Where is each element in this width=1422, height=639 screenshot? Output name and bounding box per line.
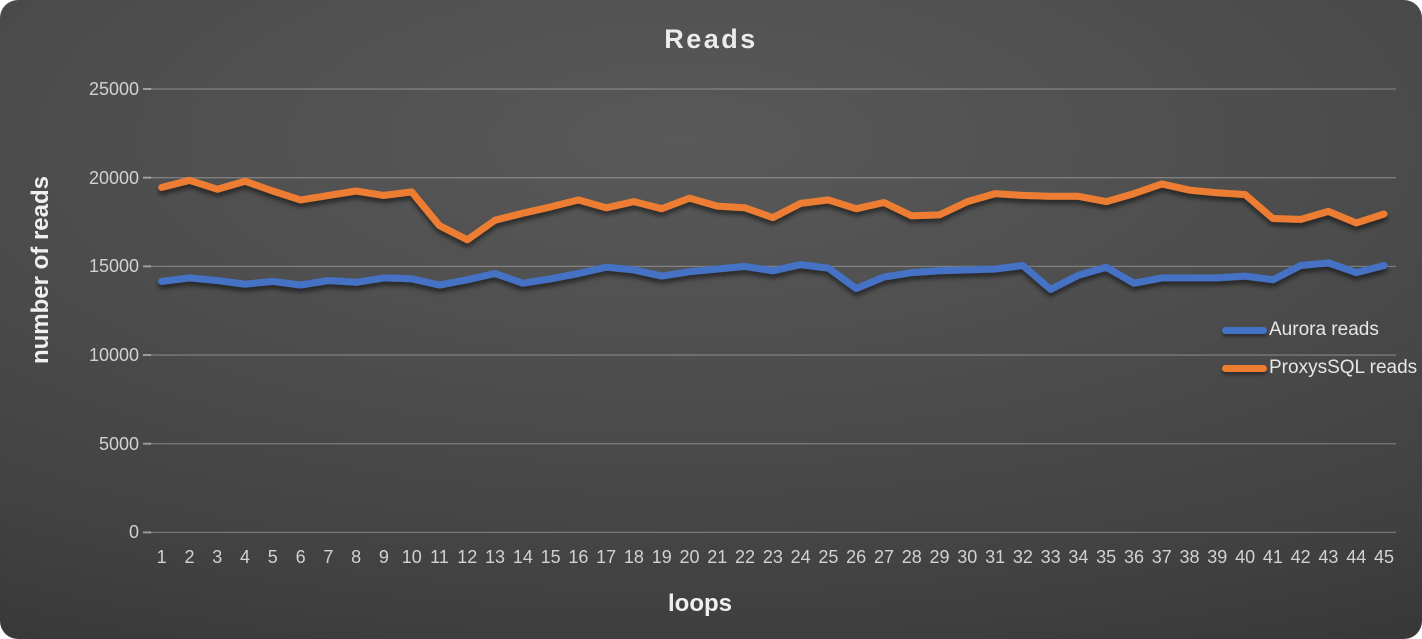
x-tick-label: 13 [485,547,506,567]
x-tick-label: 38 [1179,547,1200,567]
y-tick-label: 0 [128,522,139,543]
x-tick-label: 3 [212,547,223,567]
y-tick-label: 15000 [88,256,139,277]
proxysql-line-swatch-icon [1222,364,1267,372]
aurora-line-swatch-icon [1222,326,1267,334]
x-tick-label: 19 [651,547,672,567]
aurora-series-line [158,259,1388,293]
x-tick-label: 20 [679,547,700,567]
x-tick-label: 44 [1346,547,1367,567]
x-tick-label: 16 [568,547,589,567]
x-tick-label: 43 [1318,547,1339,567]
x-tick-label: 34 [1068,547,1089,567]
x-tick-label: 11 [430,547,449,567]
x-tick-label: 10 [401,547,422,567]
x-tick-label: 8 [351,547,362,567]
x-tick-label: 12 [457,547,478,567]
x-tick-label: 2 [184,547,195,567]
x-tick-label: 37 [1151,547,1172,567]
series-lines [158,176,1388,293]
x-tick-label: 42 [1290,547,1311,567]
y-tick-label: 20000 [88,167,139,188]
x-tick-label: 1 [156,547,167,567]
y-tick-label: 5000 [98,433,139,454]
x-axis-title: loops [668,590,732,617]
y-tick-label: 25000 [88,79,139,99]
x-tick-label: 24 [790,547,811,567]
x-tick-label: 26 [846,547,867,567]
x-tick-label: 5 [267,547,278,567]
x-tick-label: 39 [1207,547,1228,567]
x-tick-label: 9 [378,547,389,567]
x-tick-label: 30 [957,547,978,567]
x-tick-label: 33 [1040,547,1061,567]
x-tick-label: 28 [901,547,922,567]
gridlines [143,88,1396,534]
legend-item-aurora: Aurora reads [1222,311,1417,349]
x-tick-label: 17 [596,547,617,567]
x-tick-label: 45 [1373,547,1394,567]
x-tick-label: 14 [512,547,533,567]
x-tick-label: 32 [1012,547,1033,567]
x-tick-label: 4 [240,547,251,567]
x-tick-label: 35 [1096,547,1117,567]
x-tick-label: 36 [1123,547,1144,567]
x-tick-label: 27 [873,547,894,567]
x-tick-label: 15 [540,547,561,567]
chart-title: Reads [664,24,758,54]
proxysql-series-line [158,176,1388,244]
y-tick-label: 10000 [88,345,139,366]
x-tick-label: 7 [323,547,334,567]
x-tick-label: 40 [1235,547,1256,567]
x-tick-label: 31 [985,547,1006,567]
x-tick-label: 18 [623,547,644,567]
legend: Aurora reads ProxysSQL reads [1222,311,1417,387]
x-tick-label: 22 [735,547,756,567]
x-tick-label: 25 [818,547,839,567]
x-tick-label: 23 [762,547,783,567]
legend-label-proxysql: ProxysSQL reads [1269,357,1418,378]
legend-item-proxysql: ProxysSQL reads [1222,349,1417,387]
x-tick-label: 29 [929,547,950,567]
x-tick-label: 41 [1262,547,1283,567]
x-tick-label: 21 [707,547,728,567]
legend-label-aurora: Aurora reads [1269,319,1379,340]
x-tick-label: 6 [295,547,306,567]
